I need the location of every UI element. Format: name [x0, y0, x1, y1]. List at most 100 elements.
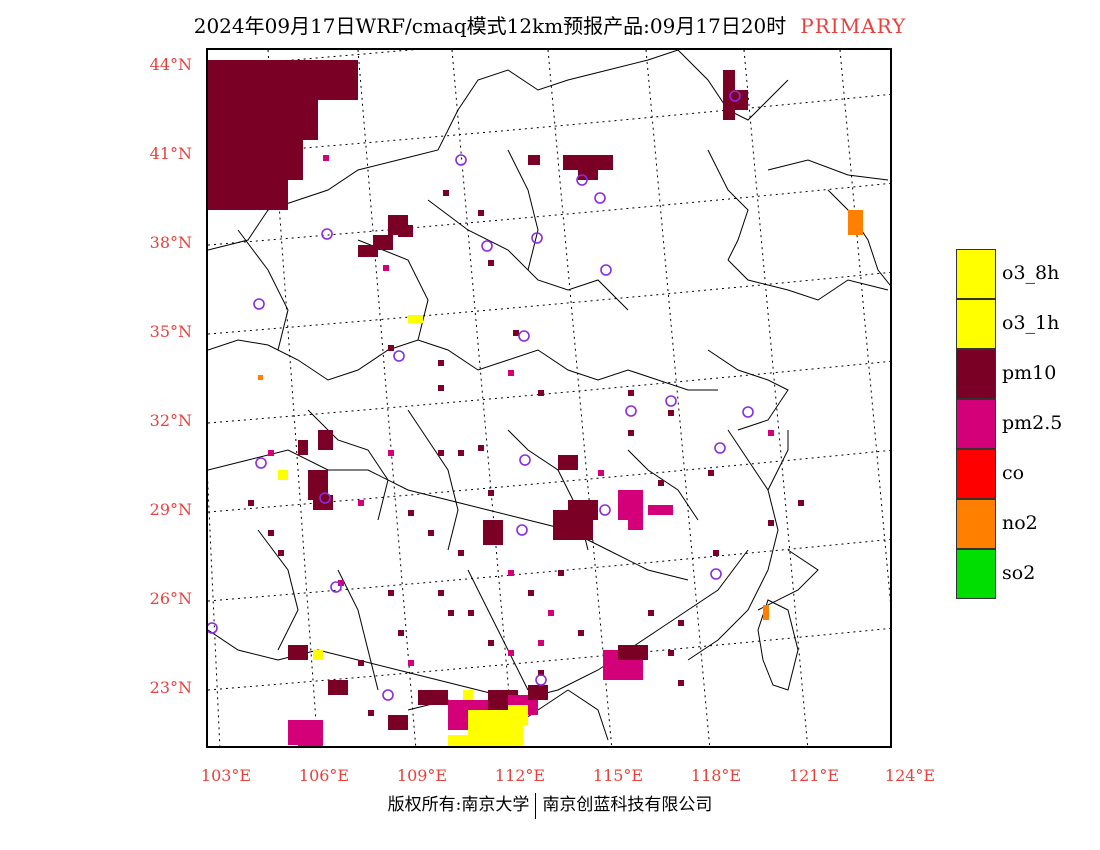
pollution-patch	[618, 645, 648, 660]
station-marker	[516, 524, 528, 536]
boundary-line	[707, 349, 789, 431]
latitude-gridline	[208, 50, 416, 68]
longitude-gridline	[743, 50, 809, 746]
longitude-label: 109°E	[396, 766, 448, 785]
boundary-line	[337, 569, 379, 691]
longitude-gridline	[645, 50, 711, 746]
footer-right: 南京创蓝科技有限公司	[542, 795, 713, 815]
boundary-line	[757, 549, 819, 611]
legend-item: o3_1h	[956, 299, 1059, 349]
pollution-patch	[358, 245, 378, 257]
boundary-line	[507, 149, 539, 271]
pollution-pixel	[768, 520, 774, 526]
pollution-patch	[848, 210, 863, 235]
legend-label: o3_8h	[1002, 262, 1060, 284]
pollution-pixel	[508, 650, 514, 656]
longitude-label: 106°E	[298, 766, 350, 785]
legend-item: pm2.5	[956, 399, 1062, 449]
station-marker	[535, 674, 547, 686]
latitude-gridline	[208, 93, 890, 157]
pollution-patch	[448, 735, 478, 746]
pollution-pixel	[538, 640, 544, 646]
pollution-pixel	[478, 445, 484, 451]
pollution-pixel	[708, 470, 714, 476]
station-marker	[665, 395, 677, 407]
pollution-pixel	[278, 550, 284, 556]
legend-item: co	[956, 449, 1046, 499]
pollution-pixel	[538, 390, 544, 396]
latitude-gridline	[208, 182, 890, 246]
pollution-pixel	[398, 630, 404, 636]
title-text: 2024年09月17日WRF/cmaq模式12km预报产品:09月17日20时	[193, 14, 787, 38]
pollution-pixel	[628, 390, 634, 396]
pollution-patch	[418, 690, 448, 705]
map-title: 2024年09月17日WRF/cmaq模式12km预报产品:09月17日20时 P…	[0, 10, 1100, 39]
legend-item: so2	[956, 549, 1046, 599]
station-marker	[531, 232, 543, 244]
map-panel	[206, 48, 892, 748]
pollution-patch	[208, 180, 288, 210]
boundary-line	[567, 689, 609, 741]
pollution-patch	[278, 90, 318, 120]
pollution-pixel	[528, 590, 534, 596]
pollution-pixel	[323, 155, 329, 161]
legend-label: no2	[1002, 512, 1038, 534]
pollution-pixel	[678, 680, 684, 686]
pollution-pixel	[408, 510, 414, 516]
pollution-patch	[388, 715, 408, 730]
pollution-pixel	[338, 580, 344, 586]
pollution-pixel	[358, 660, 364, 666]
footer-separator	[535, 792, 537, 819]
station-markers	[208, 90, 754, 701]
pollution-pixel	[628, 430, 634, 436]
pollution-patch	[578, 160, 598, 180]
copyright-footer: 版权所有:南京大学 南京创蓝科技有限公司	[0, 790, 1100, 819]
pollution-pixel	[658, 480, 664, 486]
pollutant-map	[208, 50, 890, 746]
pollution-patch	[208, 140, 303, 180]
latitude-label: 26°N	[149, 589, 192, 608]
legend: o3_8h o3_1h pm10 pm2.5 co no2 so2	[956, 249, 1062, 599]
pollution-pixel	[488, 490, 494, 496]
pollution-pixel	[598, 470, 604, 476]
legend-swatch	[956, 549, 996, 599]
pollution-pixel	[408, 660, 414, 666]
pollution-pixel	[248, 500, 254, 506]
pollution-pixel	[678, 620, 684, 626]
pollution-patches	[208, 60, 863, 746]
boundary-line	[208, 339, 718, 391]
pollution-pixel	[478, 210, 484, 216]
legend-label: o3_1h	[1002, 312, 1060, 334]
pollution-pixel	[358, 500, 364, 506]
pollution-patch	[528, 155, 540, 165]
legend-label: pm2.5	[1002, 412, 1063, 434]
pollution-pixel	[448, 610, 454, 616]
pollution-pixel	[668, 410, 674, 416]
pollution-patch	[408, 315, 423, 323]
pollution-pixel	[438, 360, 444, 366]
legend-item: no2	[956, 499, 1046, 549]
pollution-patch	[483, 520, 503, 545]
pollution-pixel	[798, 500, 804, 506]
station-marker	[321, 228, 333, 240]
pollution-pixel	[388, 345, 394, 351]
legend-swatch	[956, 399, 996, 449]
boundary-line	[407, 409, 459, 551]
pollution-pixel	[428, 530, 434, 536]
station-marker	[393, 350, 405, 362]
boundary-line	[257, 529, 299, 651]
longitude-label: 121°E	[788, 766, 840, 785]
pollution-pixel	[443, 190, 449, 196]
latitude-label: 23°N	[149, 678, 192, 697]
boundary-line	[687, 429, 779, 661]
boundary-line	[467, 569, 529, 691]
pollution-pixel	[768, 430, 774, 436]
pollution-pixel	[383, 265, 389, 271]
pollution-pixel	[368, 710, 374, 716]
longitude-label: 103°E	[200, 766, 252, 785]
station-marker	[481, 240, 493, 252]
pollution-pixel	[548, 610, 554, 616]
station-marker	[255, 457, 267, 469]
boundary-line	[707, 149, 749, 261]
station-marker	[319, 492, 331, 504]
